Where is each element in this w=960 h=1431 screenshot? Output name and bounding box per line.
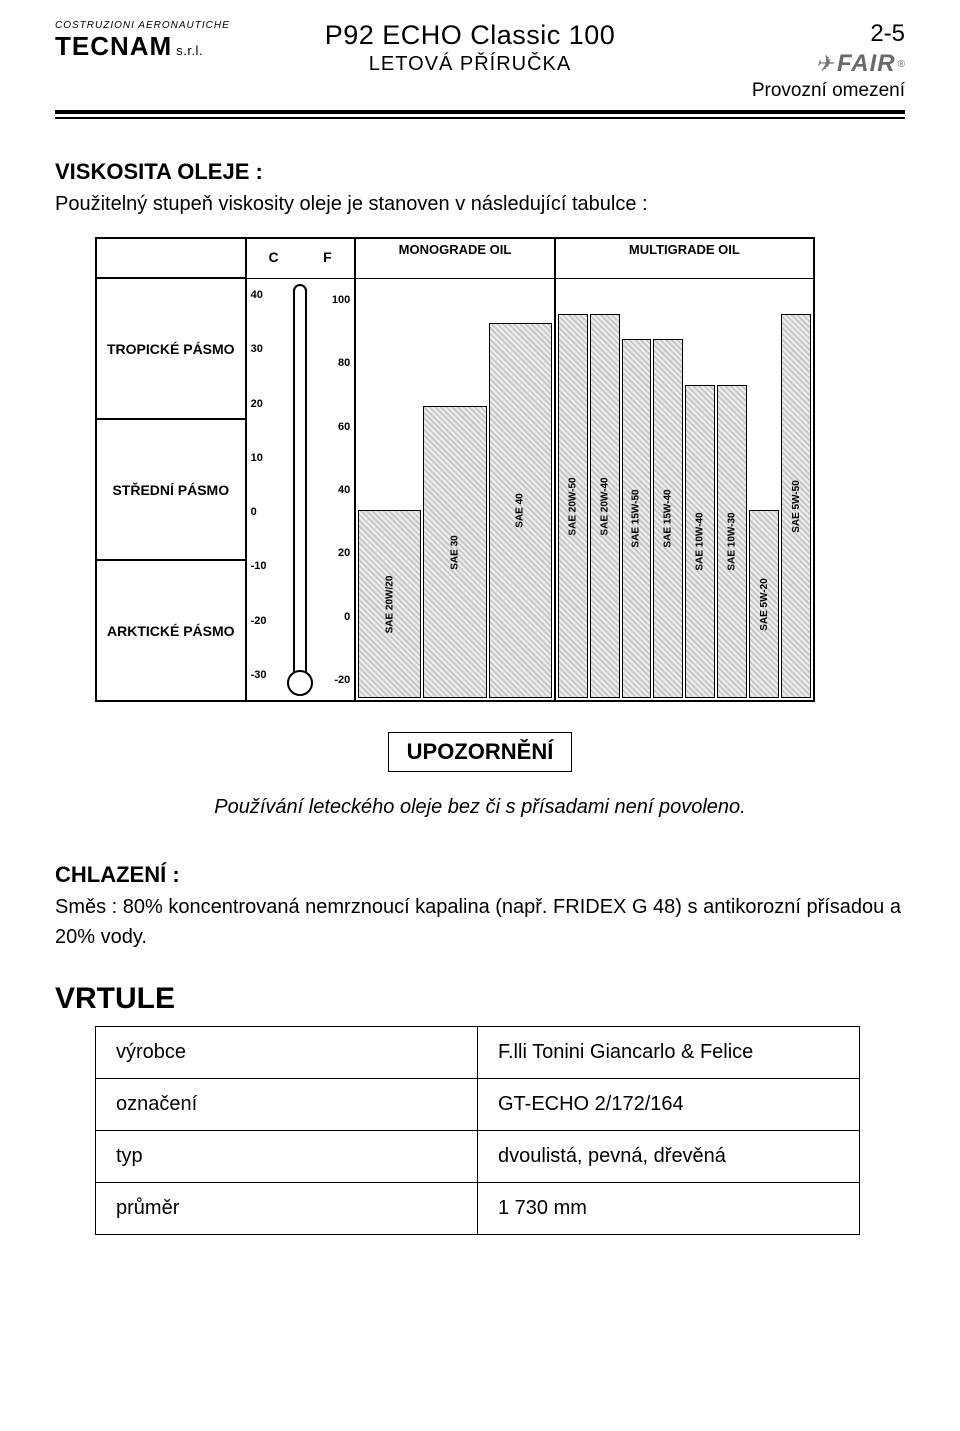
- reg-mark: ®: [898, 59, 905, 70]
- viscosity-heading: VISKOSITA OLEJE :: [55, 159, 905, 185]
- oil-grade-label: SAE 20W/20: [384, 575, 395, 633]
- tick-celsius: 20: [251, 398, 263, 410]
- oil-grade-label: SAE 15W-40: [663, 490, 674, 548]
- oil-grade-bar: SAE 20W-50: [558, 314, 588, 698]
- oil-grade-bar: SAE 10W-40: [685, 385, 715, 698]
- tick-celsius: 10: [251, 452, 263, 464]
- climate-zone-column: TROPICKÉ PÁSMOSTŘEDNÍ PÁSMOARKTICKÉ PÁSM…: [96, 238, 246, 701]
- tick-celsius: -20: [251, 615, 267, 627]
- zone-cell: TROPICKÉ PÁSMO: [96, 278, 246, 419]
- table-row: výrobceF.lli Tonini Giancarlo & Felice: [96, 1027, 860, 1079]
- thermometer-tube: [293, 284, 307, 680]
- tick-fahrenheit: 80: [338, 357, 350, 369]
- prop-key: průměr: [96, 1183, 478, 1235]
- header-left: COSTRUZIONI AERONAUTICHE TECNAM s.r.l.: [55, 20, 295, 62]
- tick-fahrenheit: -20: [334, 674, 350, 686]
- fair-logo: ✈ FAIR ®: [817, 50, 905, 78]
- oil-grade-label: SAE 20W-50: [567, 477, 578, 535]
- header-rule-thin: [55, 117, 905, 119]
- tick-fahrenheit: 20: [338, 547, 350, 559]
- oil-grade-label: SAE 5W-20: [759, 578, 770, 631]
- therm-header-c: C: [247, 239, 301, 278]
- monograde-column: MONOGRADE OIL SAE 20W/20 SAE 30 SAE 40: [355, 238, 554, 701]
- tick-celsius: 30: [251, 343, 263, 355]
- oil-grade-label: SAE 30: [450, 535, 461, 569]
- tick-celsius: 40: [251, 289, 263, 301]
- oil-grade-label: SAE 20W-40: [599, 477, 610, 535]
- prop-value: GT-ECHO 2/172/164: [478, 1079, 860, 1131]
- thermometer-column: C F 403020100-10-20-30100806040200-20: [246, 238, 356, 701]
- oil-grade-bar: SAE 10W-30: [717, 385, 747, 698]
- oil-grade-bar: SAE 40: [489, 323, 552, 698]
- notice-text: Používání leteckého oleje bez či s přísa…: [100, 792, 860, 822]
- tick-fahrenheit: 40: [338, 484, 350, 496]
- oil-grade-label: SAE 10W-40: [695, 513, 706, 571]
- page-header: COSTRUZIONI AERONAUTICHE TECNAM s.r.l. P9…: [55, 20, 905, 119]
- tick-fahrenheit: 60: [338, 421, 350, 433]
- oil-grade-label: SAE 10W-30: [727, 513, 738, 571]
- doc-subtitle: LETOVÁ PŘÍRUČKA: [305, 53, 635, 76]
- header-rule-bold: [55, 110, 905, 114]
- oil-grade-label: SAE 5W-50: [791, 480, 802, 533]
- oil-grade-bar: SAE 15W-50: [622, 339, 652, 698]
- prop-key: výrobce: [96, 1027, 478, 1079]
- oil-grade-bar: SAE 30: [423, 406, 486, 698]
- table-row: typdvoulistá, pevná, dřevěná: [96, 1131, 860, 1183]
- propeller-heading: VRTULE: [55, 982, 905, 1016]
- multigrade-column: MULTIGRADE OIL SAE 20W-50 SAE 20W-40 SAE 1…: [555, 238, 814, 701]
- propeller-table: výrobceF.lli Tonini Giancarlo & Feliceoz…: [95, 1026, 860, 1235]
- oil-grade-label: SAE 40: [515, 493, 526, 527]
- oil-grade-label: SAE 15W-50: [631, 490, 642, 548]
- oil-grade-bar: SAE 5W-20: [749, 510, 779, 698]
- zone-blank-header: [96, 238, 246, 278]
- oil-grade-bar: SAE 20W/20: [358, 510, 421, 698]
- tick-fahrenheit: 0: [344, 611, 350, 623]
- tick-celsius: -30: [251, 669, 267, 681]
- zone-cell: STŘEDNÍ PÁSMO: [96, 419, 246, 560]
- tick-celsius: 0: [251, 506, 257, 518]
- brand-srl: s.r.l.: [176, 43, 203, 58]
- thermometer-bulb: [287, 670, 313, 696]
- header-center: P92 ECHO Classic 100 LETOVÁ PŘÍRUČKA: [305, 20, 635, 76]
- table-row: označeníGT-ECHO 2/172/164: [96, 1079, 860, 1131]
- monograde-header: MONOGRADE OIL: [356, 239, 553, 279]
- zone-cell: ARKTICKÉ PÁSMO: [96, 560, 246, 701]
- doc-title: P92 ECHO Classic 100: [305, 20, 635, 51]
- notice-box: UPOZORNĚNÍ: [388, 732, 573, 772]
- fair-text: FAIR: [837, 50, 896, 78]
- prop-value: 1 730 mm: [478, 1183, 860, 1235]
- multigrade-header: MULTIGRADE OIL: [556, 239, 813, 279]
- cooling-heading: CHLAZENÍ :: [55, 862, 905, 888]
- tick-fahrenheit: 100: [332, 294, 350, 306]
- therm-header-f: F: [300, 239, 354, 278]
- aero-line: COSTRUZIONI AERONAUTICHE: [55, 20, 295, 31]
- oil-grade-bar: SAE 5W-50: [781, 314, 811, 698]
- section-name: Provozní omezení: [752, 80, 905, 102]
- cooling-text: Směs : 80% koncentrovaná nemrznoucí kapa…: [55, 892, 905, 952]
- oil-grade-bar: SAE 20W-40: [590, 314, 620, 698]
- oil-viscosity-chart: TROPICKÉ PÁSMOSTŘEDNÍ PÁSMOARKTICKÉ PÁSM…: [95, 237, 815, 702]
- prop-value: dvoulistá, pevná, dřevěná: [478, 1131, 860, 1183]
- prop-value: F.lli Tonini Giancarlo & Felice: [478, 1027, 860, 1079]
- table-row: průměr1 730 mm: [96, 1183, 860, 1235]
- prop-key: typ: [96, 1131, 478, 1183]
- page-number: 2-5: [870, 20, 905, 48]
- brand-name: TECNAM: [55, 31, 172, 61]
- wing-icon: ✈: [813, 51, 838, 77]
- viscosity-text: Použitelný stupeň viskosity oleje je sta…: [55, 189, 905, 219]
- prop-key: označení: [96, 1079, 478, 1131]
- oil-grade-bar: SAE 15W-40: [653, 339, 683, 698]
- tick-celsius: -10: [251, 560, 267, 572]
- header-right: 2-5 ✈ FAIR ® Provozní omezení: [645, 20, 905, 102]
